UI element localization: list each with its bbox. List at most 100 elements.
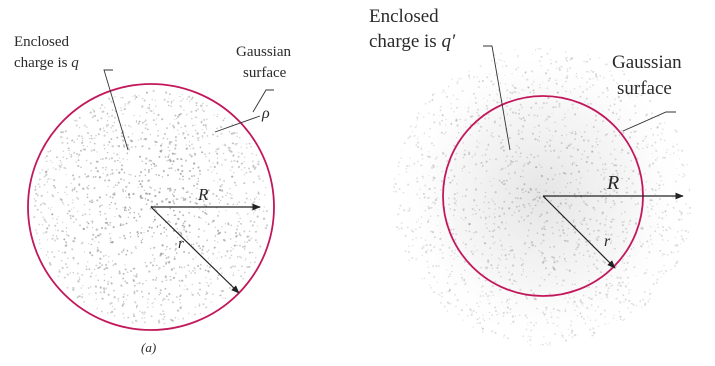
charge-dot (674, 236, 677, 239)
charge-dot (541, 175, 543, 178)
charge-dot (125, 281, 129, 285)
charge-dot (180, 107, 182, 109)
charge-dot (602, 110, 604, 112)
charge-dot (613, 247, 616, 250)
charge-dot (165, 295, 168, 298)
charge-dot (127, 208, 130, 211)
charge-dot (134, 245, 137, 248)
charge-dot (616, 178, 619, 181)
charge-dot (152, 278, 155, 281)
charge-dot (417, 146, 420, 148)
charge-dot (172, 160, 175, 163)
charge-dot (595, 76, 598, 78)
charge-dot (110, 311, 112, 314)
charge-dot (579, 95, 582, 98)
charge-dot (163, 226, 166, 229)
charge-dot (109, 221, 112, 224)
charge-dot (161, 280, 164, 283)
charge-dot (253, 261, 256, 264)
charge-dot (627, 282, 629, 284)
charge-dot (235, 235, 237, 237)
charge-dot (149, 186, 151, 188)
charge-dot (220, 199, 222, 201)
charge-dot (59, 166, 62, 169)
charge-dot (145, 111, 148, 114)
charge-dot (508, 302, 510, 305)
charge-dot (181, 100, 183, 102)
charge-dot (200, 151, 204, 154)
charge-dot (191, 97, 193, 99)
charge-dot (561, 220, 564, 223)
charge-dot (193, 267, 196, 270)
charge-dot (681, 237, 684, 240)
charge-dot (442, 252, 444, 254)
charge-dot (192, 243, 195, 246)
charge-dot (496, 101, 499, 104)
charge-dot (190, 244, 193, 246)
charge-dot (220, 290, 222, 292)
charge-dot (186, 113, 188, 116)
charge-dot (36, 208, 39, 211)
charge-dot (615, 265, 617, 268)
charge-dot (112, 193, 115, 196)
charge-dot (51, 161, 53, 163)
charge-dot (221, 196, 224, 198)
charge-dot (122, 312, 124, 315)
charge-dot (613, 164, 616, 167)
charge-dot (461, 170, 463, 172)
charge-dot (429, 188, 431, 190)
charge-dot (491, 330, 494, 333)
charge-dot (515, 69, 518, 71)
charge-dot (571, 155, 573, 158)
charge-dot (78, 184, 81, 187)
charge-dot (436, 156, 438, 158)
charge-dot (659, 250, 661, 252)
charge-dot (263, 217, 266, 220)
charge-dot (83, 204, 86, 206)
charge-dot (192, 135, 194, 138)
charge-dot (454, 158, 457, 161)
charge-dot (87, 132, 89, 134)
charge-dot (58, 270, 61, 273)
charge-dot (138, 174, 141, 177)
charge-dot (465, 304, 468, 306)
charge-dot (473, 245, 476, 247)
charge-dot (684, 174, 686, 177)
charge-dot (613, 104, 616, 106)
charge-dot (565, 90, 567, 93)
charge-dot (403, 209, 406, 212)
charge-dot (629, 219, 632, 223)
charge-dot (118, 272, 121, 275)
charge-dot (102, 166, 104, 169)
charge-dot (675, 130, 678, 133)
charge-dot (596, 143, 599, 146)
charge-dot (520, 216, 523, 218)
charge-dot (648, 293, 650, 296)
charge-dot (558, 105, 561, 108)
charge-dot (432, 246, 435, 249)
charge-dot (645, 145, 647, 147)
charge-dot (656, 223, 659, 226)
charge-dot (147, 302, 149, 304)
charge-dot (648, 165, 651, 168)
charge-dot (137, 235, 140, 238)
charge-dot (85, 176, 88, 178)
charge-dot (545, 267, 547, 270)
charge-dot (115, 129, 118, 132)
charge-dot (481, 326, 483, 329)
charge-dot (676, 155, 678, 157)
charge-dot (174, 214, 177, 217)
charge-dot (677, 149, 680, 152)
charge-dot (688, 189, 691, 191)
charge-dot (199, 146, 202, 149)
charge-dot (426, 244, 428, 246)
charge-dot (686, 164, 688, 166)
charge-dot (135, 120, 138, 122)
charge-dot (217, 148, 219, 151)
charge-dot (483, 241, 486, 245)
charge-dot (42, 216, 45, 219)
charge-dot (189, 153, 191, 156)
charge-dot (228, 146, 231, 150)
charge-dot (110, 239, 112, 241)
charge-dot (63, 238, 66, 241)
